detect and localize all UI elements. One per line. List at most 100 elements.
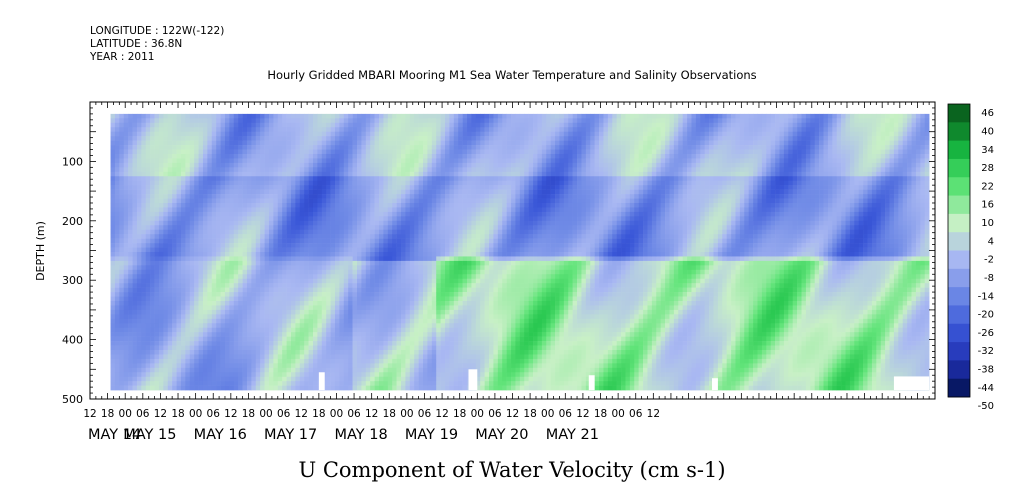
heatmap-cell — [405, 122, 411, 128]
heatmap-cell — [282, 243, 287, 248]
heatmap-cell — [268, 153, 274, 159]
heatmap-cell — [423, 145, 428, 150]
heatmap-cell — [431, 216, 437, 222]
heatmap-cell — [436, 305, 441, 311]
heatmap-cell — [119, 189, 125, 195]
heatmap-cell — [304, 327, 309, 333]
heatmap-cell — [379, 113, 384, 119]
heatmap-cell — [136, 372, 142, 378]
heatmap-cell — [163, 127, 169, 132]
heatmap-cell — [286, 260, 292, 266]
heatmap-cell — [449, 243, 455, 248]
heatmap-cell — [431, 251, 437, 257]
heatmap-cell — [370, 256, 375, 262]
heatmap-cell — [304, 260, 309, 266]
heatmap-cell — [427, 145, 433, 150]
heatmap-cell — [163, 274, 169, 280]
heatmap-cell — [334, 269, 340, 275]
heatmap-cell — [383, 216, 389, 222]
heatmap-cell — [229, 185, 235, 190]
heatmap-cell — [238, 358, 243, 364]
heatmap-cell — [238, 341, 243, 346]
heatmap-cell — [418, 145, 424, 150]
heatmap-cell — [136, 358, 142, 364]
heatmap-cell — [326, 238, 331, 244]
heatmap-cell — [418, 158, 424, 164]
heatmap-cell — [401, 309, 406, 315]
heatmap-cell — [365, 385, 371, 391]
heatmap-cell — [326, 345, 331, 351]
heatmap-cell — [128, 127, 133, 132]
heatmap-cell — [242, 153, 248, 159]
heatmap-cell — [440, 216, 446, 222]
heatmap-cell — [348, 300, 353, 306]
heatmap-cell — [361, 381, 367, 386]
heatmap-cell — [251, 323, 257, 329]
heatmap-cell — [308, 350, 314, 355]
heatmap-cell — [198, 194, 204, 199]
heatmap-cell — [339, 162, 345, 168]
heatmap-cell — [233, 162, 239, 168]
heatmap-cell — [132, 251, 138, 257]
heatmap-cell — [290, 118, 296, 124]
heatmap-cell — [172, 376, 177, 382]
heatmap-cell — [216, 300, 221, 306]
heatmap-cell — [401, 211, 406, 217]
heatmap-cell — [392, 207, 397, 213]
heatmap-cell — [220, 345, 226, 351]
heatmap-cell — [110, 167, 116, 173]
heatmap-cell — [163, 358, 169, 364]
heatmap-cell — [207, 332, 213, 337]
heatmap-cell — [194, 225, 199, 230]
heatmap-cell — [286, 247, 292, 253]
heatmap-cell — [317, 292, 323, 297]
heatmap-cell — [330, 229, 336, 235]
heatmap-cell — [211, 162, 217, 168]
heatmap-cell — [158, 350, 164, 355]
heatmap-cell — [387, 265, 393, 271]
heatmap-cell — [128, 234, 133, 239]
heatmap-cell — [361, 327, 367, 333]
heatmap-cell — [409, 318, 415, 324]
heatmap-cell — [114, 162, 120, 168]
heatmap-cell — [176, 171, 182, 177]
heatmap-cell — [396, 354, 402, 360]
heatmap-cell — [427, 287, 433, 293]
heatmap-cell — [268, 113, 274, 119]
heatmap-cell — [211, 243, 217, 248]
heatmap-cell — [423, 185, 428, 190]
heatmap-cell — [330, 363, 336, 369]
heatmap-cell — [145, 194, 151, 199]
heatmap-cell — [242, 358, 248, 364]
heatmap-cell — [326, 278, 331, 284]
heatmap-cell — [123, 243, 129, 248]
heatmap-cell — [282, 234, 287, 239]
heatmap-cell — [207, 198, 213, 204]
heatmap-cell — [198, 118, 204, 124]
heatmap-cell — [453, 194, 459, 199]
heatmap-cell — [405, 194, 411, 199]
heatmap-cell — [220, 265, 226, 271]
heatmap-cell — [123, 292, 129, 297]
heatmap-cell — [176, 287, 182, 293]
heatmap-cell — [260, 158, 265, 164]
heatmap-cell — [449, 332, 455, 337]
heatmap-cell — [273, 243, 279, 248]
heatmap-cell — [458, 283, 463, 288]
heatmap-cell — [167, 309, 173, 315]
heatmap-cell — [255, 336, 261, 342]
heatmap-cell — [180, 278, 186, 284]
heatmap-cell — [282, 136, 287, 141]
heatmap-cell — [220, 171, 226, 177]
heatmap-cell — [246, 336, 252, 342]
heatmap-cell — [207, 216, 213, 222]
heatmap-cell — [286, 385, 292, 391]
heatmap-cell — [268, 367, 274, 373]
heatmap-cell — [180, 171, 186, 177]
heatmap-cell — [167, 202, 173, 208]
heatmap-cell — [431, 136, 437, 141]
heatmap-cell — [370, 363, 375, 369]
heatmap-cell — [176, 243, 182, 248]
heatmap-cell — [132, 247, 138, 253]
heatmap-cell — [286, 118, 292, 124]
